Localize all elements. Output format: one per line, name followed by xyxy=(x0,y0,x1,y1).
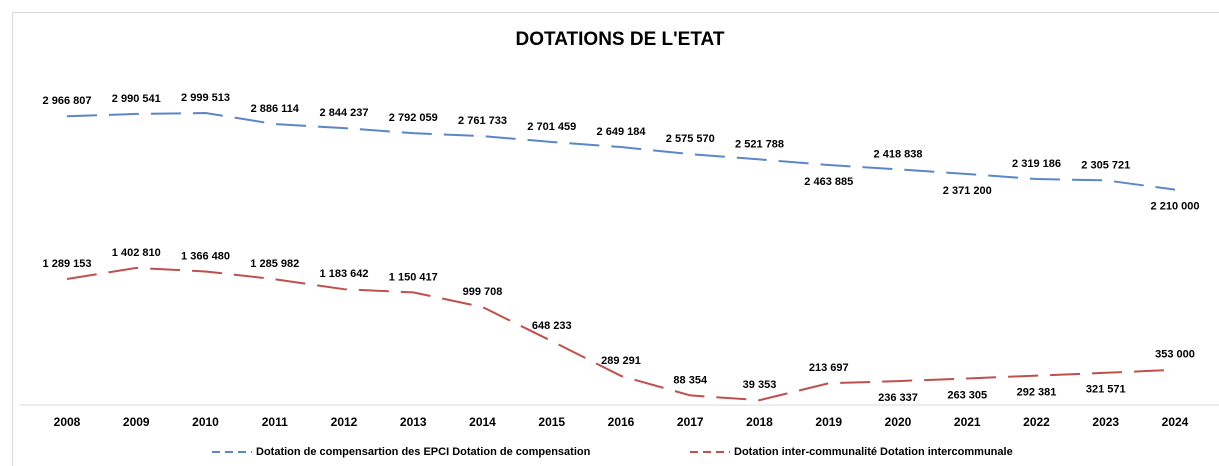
data-label: 353 000 xyxy=(1155,349,1195,361)
x-tick-label: 2009 xyxy=(123,415,150,429)
data-label: 2 792 059 xyxy=(389,112,438,124)
chart-title: DOTATIONS DE L'ETAT xyxy=(516,29,725,50)
data-label: 2 305 721 xyxy=(1081,159,1130,171)
data-label: 999 708 xyxy=(463,286,503,298)
data-label: 1 183 642 xyxy=(320,268,369,280)
data-label: 2 418 838 xyxy=(874,148,923,160)
data-label: 2 371 200 xyxy=(943,185,992,197)
data-label: 2 761 733 xyxy=(458,115,507,127)
x-tick-label: 2018 xyxy=(746,415,773,429)
x-tick-label: 2012 xyxy=(331,415,358,429)
x-tick-label: 2021 xyxy=(954,415,981,429)
data-label: 1 150 417 xyxy=(389,271,438,283)
line-series xyxy=(66,112,1176,191)
data-label: 1 285 982 xyxy=(250,258,299,270)
data-label: 648 233 xyxy=(532,320,572,332)
data-label: 292 381 xyxy=(1017,387,1057,399)
data-label: 236 337 xyxy=(878,392,918,404)
x-tick-label: 2011 xyxy=(262,415,288,429)
x-tick-label: 2016 xyxy=(608,415,635,429)
chart-frame xyxy=(12,12,1219,466)
data-label: 2 844 237 xyxy=(320,107,369,119)
data-label: 213 697 xyxy=(809,362,849,374)
x-tick-label: 2022 xyxy=(1023,415,1050,429)
data-label: 2 319 186 xyxy=(1012,158,1061,170)
x-tick-label: 2023 xyxy=(1092,415,1119,429)
x-tick-label: 2015 xyxy=(538,415,565,429)
data-label: 2 886 114 xyxy=(251,103,300,115)
data-label: 2 463 885 xyxy=(804,176,853,188)
data-label: 2 966 807 xyxy=(43,95,92,107)
x-tick-label: 2024 xyxy=(1162,415,1189,429)
data-label: 88 354 xyxy=(673,374,708,386)
x-tick-label: 2020 xyxy=(885,415,912,429)
x-tick-label: 2019 xyxy=(815,415,842,429)
data-label: 1 289 153 xyxy=(43,258,92,270)
data-label: 1 402 810 xyxy=(112,247,161,259)
data-label: 289 291 xyxy=(601,355,641,367)
data-label: 2 210 000 xyxy=(1151,201,1200,213)
data-label: 39 353 xyxy=(743,379,777,391)
x-tick-label: 2010 xyxy=(192,415,219,429)
line-series xyxy=(66,266,1176,402)
data-label: 2 701 459 xyxy=(527,121,576,133)
data-label: 2 649 184 xyxy=(597,126,647,138)
x-tick-label: 2017 xyxy=(677,415,704,429)
data-label: 1 366 480 xyxy=(181,250,230,262)
data-label: 263 305 xyxy=(947,389,987,401)
legend-label: Dotation inter-communalité Dotation inte… xyxy=(734,446,1013,458)
data-label: 2 990 541 xyxy=(112,93,161,105)
data-label: 321 571 xyxy=(1086,384,1126,396)
data-label: 2 575 570 xyxy=(666,133,715,145)
x-tick-label: 2014 xyxy=(469,415,496,429)
data-label: 2 521 788 xyxy=(735,138,784,150)
x-tick-label: 2008 xyxy=(54,415,81,429)
data-label: 2 999 513 xyxy=(181,92,230,104)
legend-label: Dotation de compensartion des EPCI Dotat… xyxy=(256,446,591,458)
x-tick-label: 2013 xyxy=(400,415,427,429)
